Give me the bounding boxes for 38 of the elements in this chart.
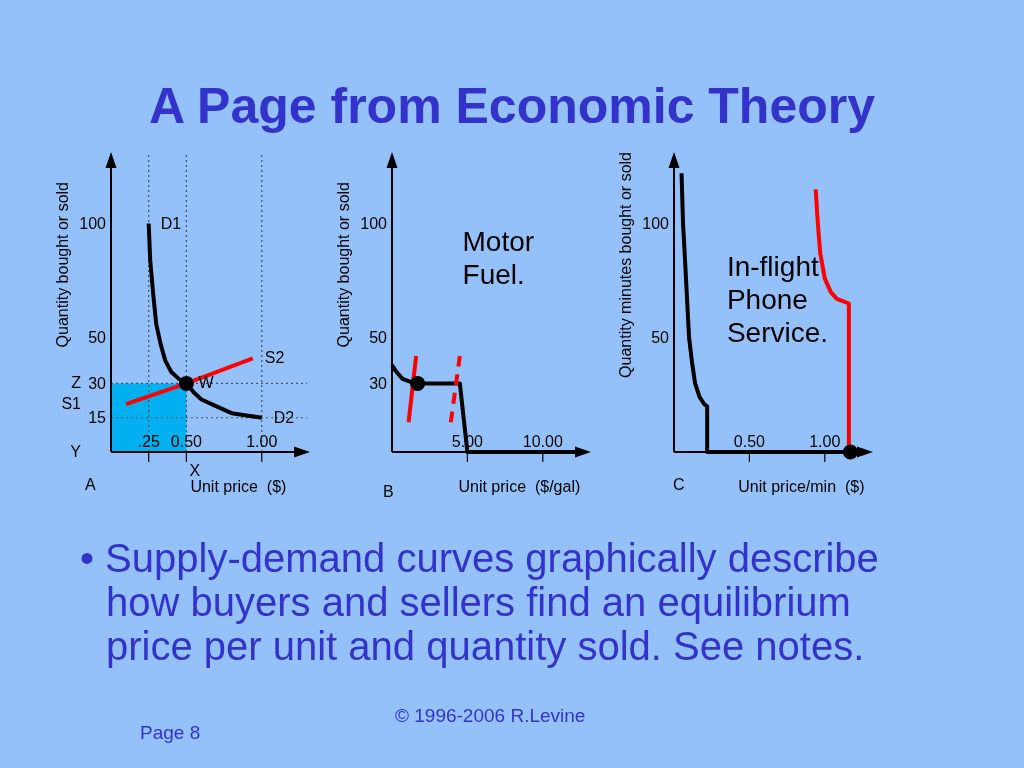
text: Page 8 [140, 722, 201, 744]
x-tick-label: .25 [137, 433, 160, 450]
annotation: S2 [264, 349, 285, 367]
annotation: W [198, 374, 215, 392]
x-axis-title: Unit price ($) [190, 478, 287, 495]
y-axis-title: Quantity bought or sold [335, 182, 353, 348]
text: C [673, 476, 685, 494]
x-tick-label: 1.00 [246, 433, 278, 450]
x-axis-title: Unit price ($/gal) [458, 478, 581, 495]
text: Motor Fuel. [462, 225, 536, 292]
x-tick-label: 10.00 [522, 433, 563, 450]
annotation: Z [71, 374, 82, 392]
y-tick-label: 100 [360, 215, 388, 233]
y-tick-label: 50 [88, 329, 107, 347]
x-tick-label: 0.50 [733, 433, 766, 450]
annotation: Y [70, 443, 82, 460]
y-tick-label: 50 [651, 329, 670, 347]
text: B [383, 483, 394, 501]
y-tick-label: 30 [88, 375, 107, 393]
annotation: D1 [160, 214, 182, 232]
y-tick-label: 15 [88, 409, 107, 427]
text: In-flight Phone Service. [726, 250, 830, 350]
x-axis-title: Unit price/min ($) [738, 478, 865, 495]
annotation: S1 [61, 395, 82, 413]
text: • Supply-demand curves graphically describe how buyers and sellers find an equilibrium price per unit and quantity sold. See notes. [80, 536, 880, 668]
text: A Page from Economic Theory [148, 78, 876, 134]
y-tick-label: 30 [369, 375, 388, 393]
x-tick-label: 0.50 [170, 433, 203, 450]
text: A [85, 476, 96, 494]
annotation: X [189, 462, 201, 479]
annotation: D2 [273, 408, 295, 426]
y-tick-label: 100 [642, 215, 670, 233]
y-tick-label: 50 [369, 329, 388, 347]
text: © 1996-2006 R.Levine [395, 705, 586, 727]
y-axis-title: Quantity minutes bought or sold [617, 151, 635, 378]
y-tick-label: 100 [79, 215, 107, 233]
y-axis-title: Quantity bought or sold [54, 182, 72, 348]
x-tick-label: 1.00 [809, 433, 841, 450]
